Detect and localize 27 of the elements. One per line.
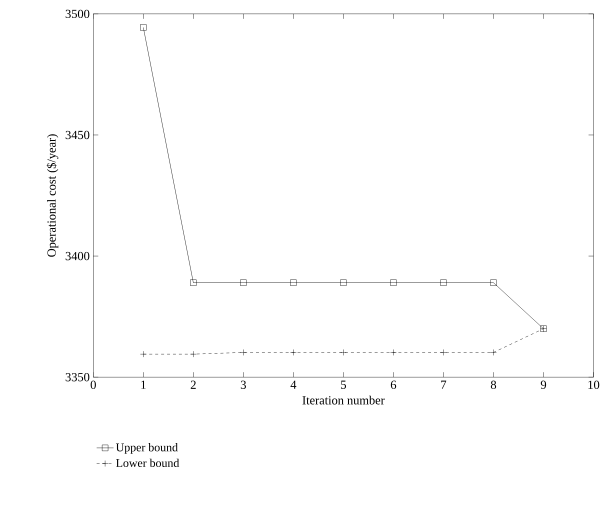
y-tick-label: 3450: [66, 130, 90, 140]
x-tick-label: 4: [290, 380, 296, 389]
y-axis-title: Operational cost ($/year): [46, 134, 58, 257]
y-tick-label: 3350: [66, 372, 90, 382]
legend-label: Lower bound: [116, 458, 180, 467]
y-tick-label: 3400: [66, 252, 90, 260]
x-tick-label: 7: [441, 380, 446, 389]
point: [190, 279, 197, 286]
point: [340, 279, 347, 286]
x-tick-label: 1: [141, 380, 146, 389]
x-tick-label: 8: [490, 380, 496, 389]
x-tick-label: 5: [341, 380, 346, 389]
point: [490, 279, 497, 286]
point: [290, 279, 297, 286]
x-tick-label: 0: [90, 380, 96, 389]
x-tick-label: 2: [190, 380, 196, 389]
x-tick-label: 9: [540, 380, 546, 389]
x-axis-title: Iteration number: [302, 396, 385, 404]
point: [140, 24, 146, 31]
x-tick-label: 6: [390, 380, 396, 389]
x-tick-label: 3: [240, 380, 246, 389]
x-tick-label: 10: [588, 380, 600, 389]
y-tick-label: 3500: [66, 10, 90, 18]
point: [440, 279, 447, 286]
legend-label: Upper bound: [116, 443, 178, 454]
point: [390, 279, 397, 286]
point: [240, 279, 247, 286]
